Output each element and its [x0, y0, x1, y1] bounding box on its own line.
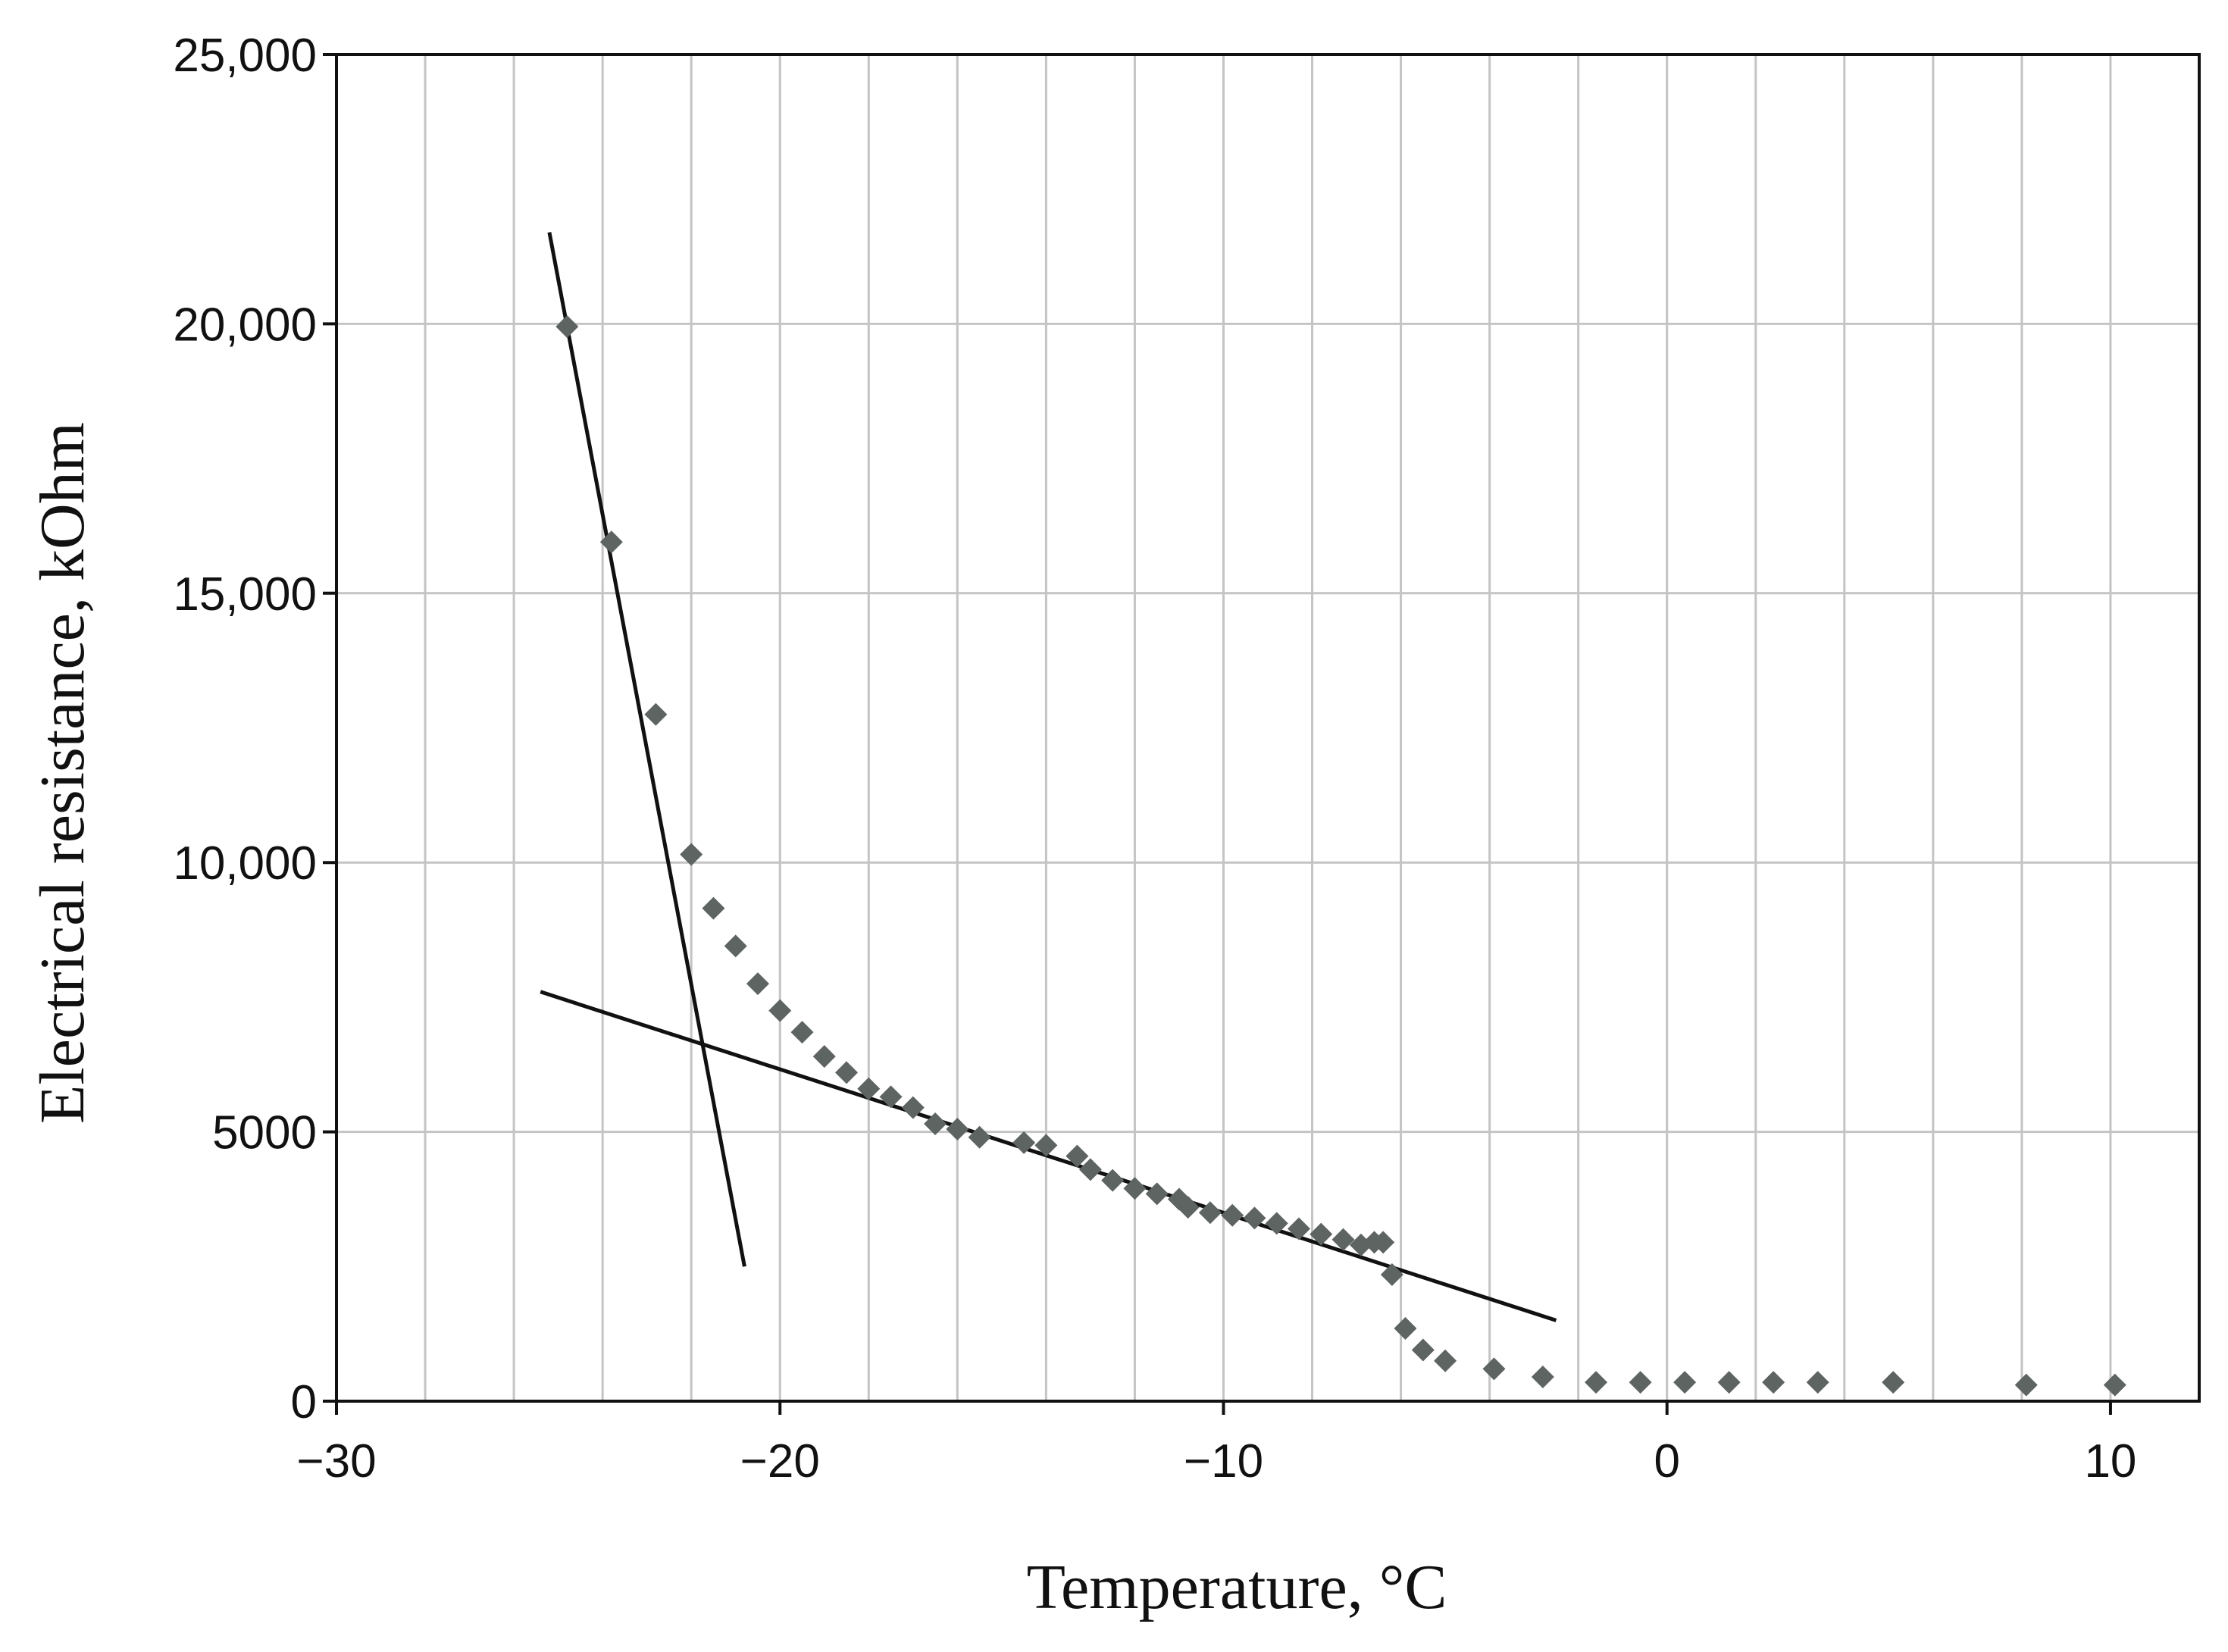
- data-point: [1531, 1366, 1554, 1389]
- data-point: [2014, 1373, 2038, 1397]
- data-point: [1372, 1231, 1395, 1254]
- x-tick-label: −30: [296, 1435, 376, 1488]
- data-point: [1221, 1203, 1244, 1227]
- data-point: [857, 1077, 881, 1100]
- data-point: [1243, 1206, 1266, 1230]
- data-point: [879, 1085, 903, 1109]
- data-points: [555, 314, 2126, 1397]
- y-tick-label: 10,000: [173, 837, 317, 890]
- data-point: [1012, 1131, 1036, 1154]
- data-point: [1065, 1144, 1089, 1168]
- trend-line: [547, 232, 746, 1267]
- x-axis-title: Temperature, °C: [1027, 1552, 1447, 1622]
- data-point: [1882, 1371, 1905, 1394]
- trend-line: [540, 990, 1557, 1322]
- y-tick-label: 0: [291, 1376, 317, 1428]
- x-tick-label: −10: [1184, 1435, 1263, 1488]
- data-point: [644, 702, 668, 726]
- data-point: [599, 530, 623, 554]
- data-point: [768, 999, 792, 1022]
- data-point: [1176, 1196, 1200, 1219]
- data-point: [1331, 1228, 1355, 1251]
- data-point: [1034, 1134, 1058, 1157]
- data-point: [1101, 1169, 1125, 1192]
- plot-border: [335, 53, 2201, 1403]
- y-tick-label: 25,000: [173, 30, 317, 82]
- data-point: [1629, 1371, 1652, 1394]
- data-point: [1310, 1222, 1333, 1246]
- data-point: [1123, 1177, 1147, 1200]
- data-point: [1411, 1338, 1435, 1362]
- data-point: [1287, 1217, 1310, 1241]
- trend-lines: [540, 232, 1557, 1322]
- data-point: [1198, 1201, 1222, 1225]
- data-point: [812, 1045, 836, 1068]
- data-point: [702, 896, 725, 920]
- data-point: [924, 1112, 947, 1135]
- data-point: [680, 843, 703, 866]
- data-point: [724, 934, 747, 958]
- data-point: [1434, 1349, 1457, 1372]
- data-point: [746, 972, 769, 996]
- y-axis-title: Electrical resistance, kOhm: [27, 422, 98, 1124]
- plot-frame: [335, 53, 2201, 1403]
- data-point: [2103, 1373, 2126, 1397]
- data-point: [901, 1096, 925, 1119]
- x-axis-ticks: −30 −20 −10 0 10: [296, 1401, 2136, 1488]
- data-point: [1394, 1317, 1417, 1341]
- data-point: [1145, 1182, 1169, 1206]
- data-point: [1806, 1371, 1829, 1394]
- data-point: [835, 1061, 859, 1084]
- data-point: [1482, 1357, 1506, 1381]
- data-point: [555, 314, 579, 338]
- x-tick-label: −20: [740, 1435, 820, 1488]
- data-point: [946, 1118, 969, 1141]
- data-point: [1078, 1158, 1102, 1181]
- data-point: [1717, 1371, 1741, 1394]
- data-point: [968, 1125, 991, 1149]
- data-point: [1585, 1371, 1608, 1394]
- y-tick-label: 20,000: [173, 299, 317, 351]
- data-point: [1380, 1262, 1403, 1286]
- grid: [336, 55, 2199, 1401]
- data-point: [790, 1021, 814, 1044]
- x-tick-label: 0: [1654, 1435, 1679, 1488]
- data-point: [1265, 1212, 1288, 1235]
- y-tick-label: 15,000: [173, 568, 317, 621]
- y-tick-label: 5000: [212, 1107, 317, 1159]
- y-axis-ticks: 0 5000 10,000 15,000 20,000 25,000: [173, 30, 336, 1428]
- data-point: [1673, 1371, 1697, 1394]
- data-point: [1762, 1371, 1785, 1394]
- x-tick-label: 10: [2084, 1435, 2136, 1488]
